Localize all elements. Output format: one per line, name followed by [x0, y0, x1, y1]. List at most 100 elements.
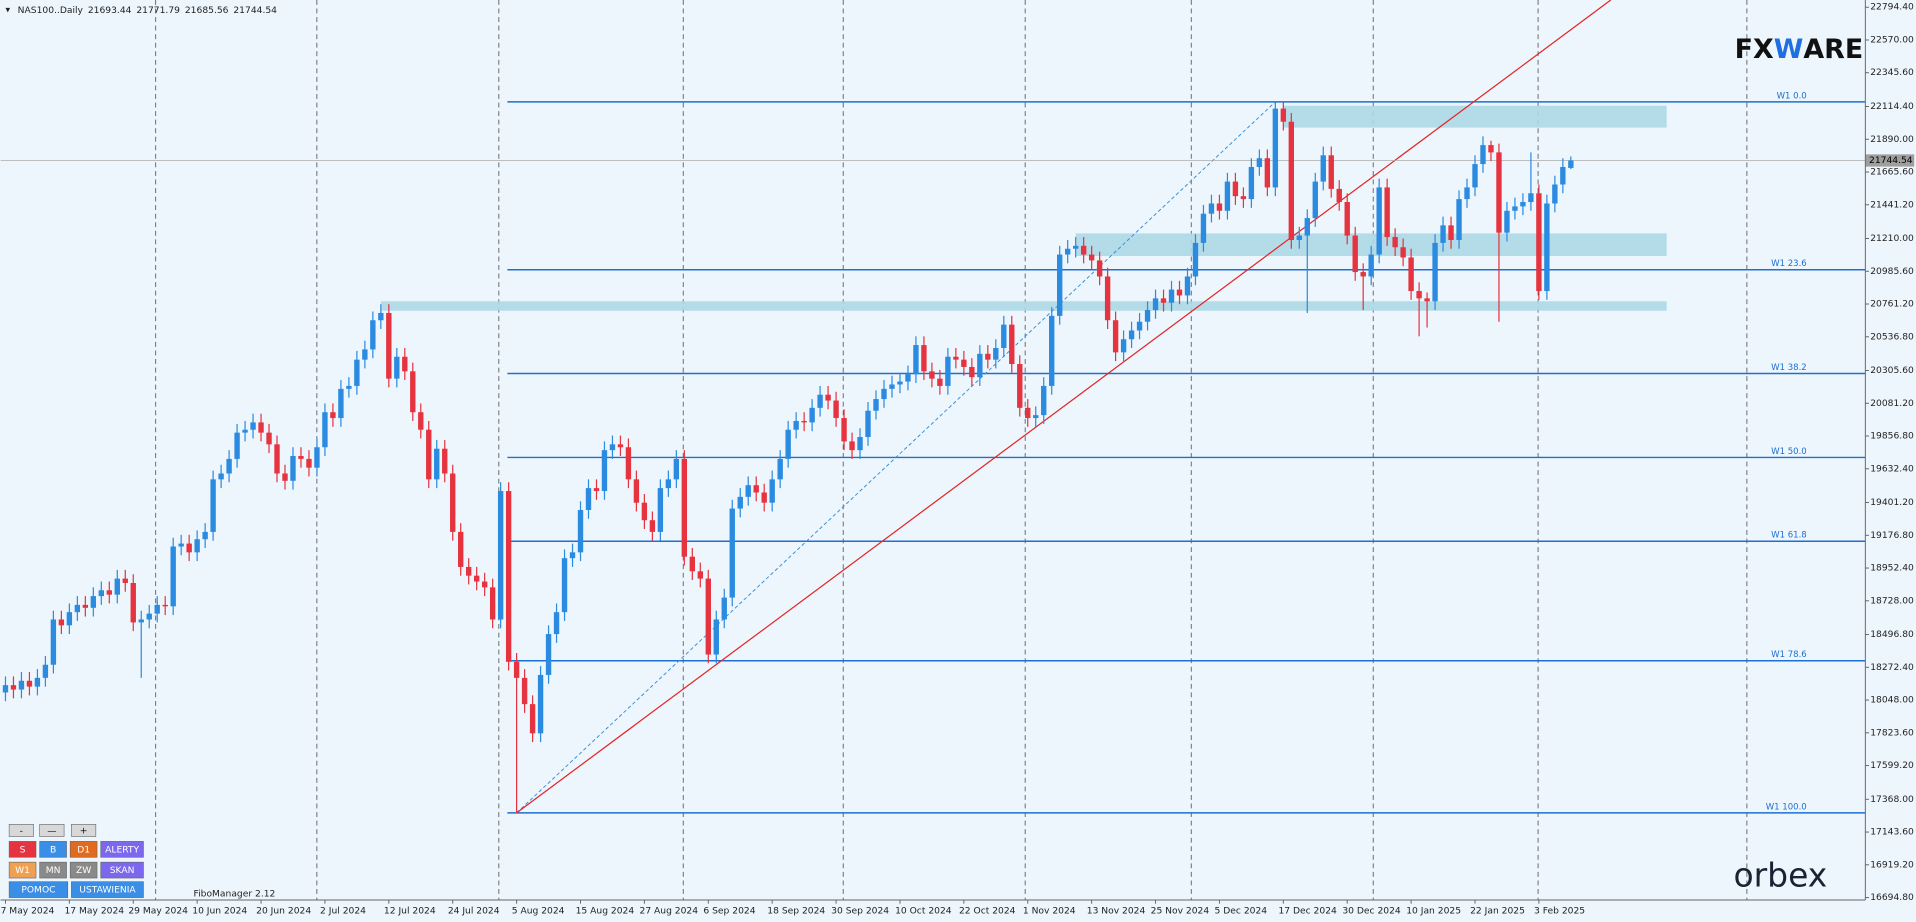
candle-body: [769, 479, 775, 503]
toolbar-button[interactable]: W1: [8, 861, 37, 879]
candle-body: [82, 604, 89, 608]
candle-body: [1280, 108, 1287, 122]
toolbar-button[interactable]: POMOC: [8, 881, 69, 898]
candle-body: [194, 539, 200, 553]
button-bg: [39, 823, 65, 837]
candle-body: [593, 488, 600, 492]
candle-body: [977, 353, 983, 378]
candle-body: [881, 388, 887, 400]
candle-body: [857, 437, 863, 451]
candle-body: [649, 520, 656, 532]
candle-body: [1001, 324, 1007, 348]
candle-body: [1432, 242, 1438, 302]
candle-body: [1088, 254, 1095, 261]
y-tick-label: 22345.60: [1870, 68, 1914, 78]
button-bg: [69, 841, 98, 858]
candle-body: [609, 444, 616, 451]
candle-body: [234, 432, 240, 459]
y-tick-label: 17823.60: [1870, 728, 1914, 738]
candle-body: [689, 556, 696, 572]
candle-body: [418, 412, 424, 430]
candle-body: [1504, 210, 1510, 233]
header-ohlc: 21771.79: [136, 5, 180, 15]
y-tick-label: 21890.00: [1870, 135, 1914, 145]
y-tick-label: 21210.00: [1870, 234, 1914, 244]
header: ▾ NAS100..Daily 21693.44 21771.79 21685.56 2…: [5, 5, 277, 15]
candle-body: [681, 458, 688, 557]
candle-body: [561, 558, 568, 613]
candle-body: [809, 407, 815, 423]
x-tick-label: 17 Dec 2024: [1278, 907, 1337, 917]
candle-body: [1448, 225, 1454, 240]
candle-body: [154, 604, 160, 614]
candle-body: [753, 485, 759, 493]
toolbar-button[interactable]: +: [71, 823, 97, 837]
symbol: NAS100..Daily: [18, 5, 84, 15]
candle-body: [993, 347, 999, 360]
toolbar-button[interactable]: MN: [39, 861, 67, 879]
toolbar-button[interactable]: B: [39, 841, 67, 858]
header-ohlc: 21685.56: [185, 5, 229, 15]
candle-body: [298, 455, 304, 459]
candle-body: [274, 444, 280, 474]
candle-body: [1392, 237, 1398, 248]
candle-body: [442, 448, 448, 474]
toolbar-button[interactable]: ZW: [69, 861, 98, 879]
candle-body: [945, 356, 951, 386]
candle-body: [713, 619, 719, 655]
toolbar-button[interactable]: SKAN: [100, 861, 144, 879]
candle-body: [338, 388, 344, 419]
toolbar-button[interactable]: -: [8, 823, 34, 837]
y-tick-label: 18496.80: [1870, 630, 1914, 640]
candle-body: [1272, 108, 1279, 188]
toolbar-button[interactable]: S: [8, 841, 37, 858]
y-tick-label: 16919.20: [1870, 860, 1914, 870]
toolbar-button[interactable]: ALERTY: [100, 841, 144, 858]
toolbar-button[interactable]: —: [39, 823, 65, 837]
candle-body: [1025, 407, 1031, 419]
candle-body: [10, 685, 17, 690]
candle-body: [1400, 247, 1406, 258]
candle-body: [226, 458, 232, 474]
candle-body: [937, 378, 943, 386]
candle-body: [1488, 145, 1494, 153]
candle-body: [569, 552, 576, 559]
candle-body: [625, 447, 632, 480]
candle-body: [833, 400, 839, 419]
trendline: [516, 0, 1612, 814]
fib-label: W1 100.0: [1766, 802, 1807, 812]
candle-body: [545, 634, 552, 675]
candle-body: [929, 371, 935, 379]
candle-body: [1296, 235, 1302, 240]
candle-body: [873, 399, 879, 411]
toolbar-button[interactable]: D1: [69, 841, 98, 858]
candle-body: [74, 604, 81, 613]
candle-body: [426, 429, 432, 480]
candle-body: [913, 345, 919, 375]
candle-body: [737, 496, 743, 509]
x-tick-label: 22 Oct 2024: [959, 907, 1016, 917]
candle-body: [537, 674, 544, 734]
candle-body: [458, 531, 464, 567]
y-tick-label: 17143.60: [1870, 828, 1914, 838]
candle-body: [497, 491, 504, 620]
candle-body: [1017, 364, 1023, 408]
fib-label: W1 23.6: [1771, 259, 1807, 269]
x-tick-label: 25 Nov 2024: [1151, 907, 1210, 917]
candle-body: [402, 356, 408, 372]
zone: [380, 301, 1667, 311]
candle-body: [921, 345, 927, 372]
candle-body: [34, 677, 41, 687]
candle-body: [985, 353, 991, 360]
toolbar-button[interactable]: USTAWIENIA: [71, 881, 144, 898]
fib-label: W1 0.0: [1777, 91, 1807, 101]
candle-body: [761, 492, 767, 503]
fib-label: W1 78.6: [1771, 650, 1807, 660]
y-tick-label: 18952.40: [1870, 564, 1914, 574]
y-tick-label: 20536.80: [1870, 332, 1914, 342]
candle-body: [961, 359, 967, 367]
candle-body: [1304, 218, 1310, 236]
y-tick-label: 19401.20: [1870, 498, 1914, 508]
